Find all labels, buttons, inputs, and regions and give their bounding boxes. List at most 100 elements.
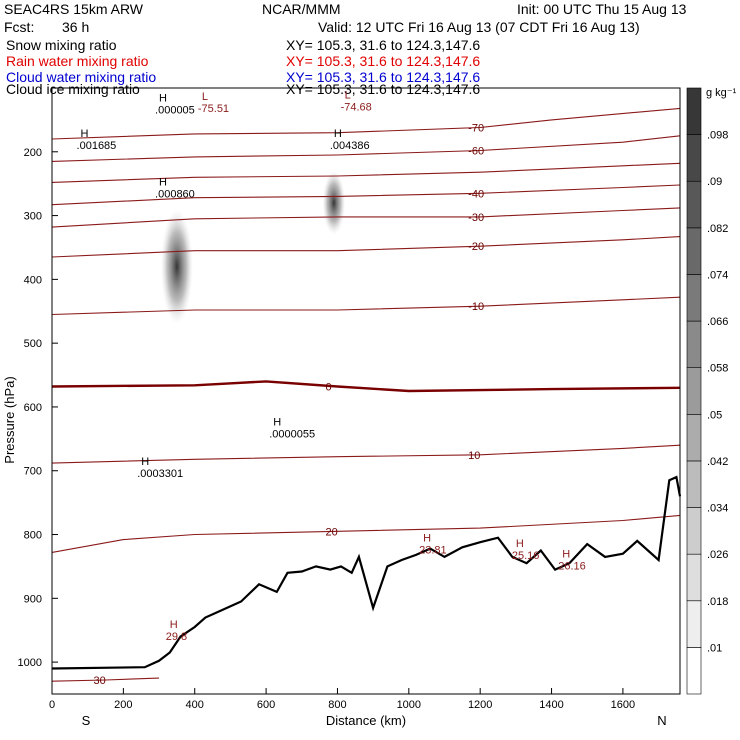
colorbar-cell-11 (686, 134, 702, 182)
contour-label-4: -30 (468, 212, 484, 224)
extremum-type-3: H (81, 128, 89, 140)
field-row-rain: Rain water mixing ratio XY= 105.3, 31.6 … (6, 53, 736, 70)
extremum-0: L-75.51 (198, 91, 229, 115)
colorbar-label-1: .018 (707, 596, 728, 608)
extremum-value-6: .0000055 (269, 429, 315, 441)
colorbar-cell-6 (686, 367, 702, 415)
mixing-ratio-shading-0 (160, 209, 193, 325)
colorbar-label-9: .082 (707, 223, 728, 235)
field-name: Cloud water mixing ratio (6, 69, 157, 85)
colorbar-label-7: .066 (707, 316, 728, 328)
x-end-label-left: S (82, 713, 91, 728)
colorbar-cell-8 (686, 274, 702, 322)
y-tick-label-6: 800 (24, 530, 42, 542)
terrain-line (51, 475, 682, 670)
valid-time: Valid: 12 UTC Fri 16 Aug 13 (07 CDT Fri … (318, 19, 640, 35)
field-row-cloud-water: Cloud water mixing ratio XY= 105.3, 31.6… (6, 69, 736, 86)
extremum-type-1: L (345, 89, 351, 101)
colorbar-cell-2 (686, 553, 702, 602)
extremum-value-8: 23.81 (419, 545, 447, 557)
extremum-value-4: .004386 (330, 140, 370, 152)
colorbar-cell-10 (686, 180, 702, 229)
colorbar-label-3: .034 (707, 503, 728, 515)
temperature-contour-8 (51, 444, 681, 464)
temperature-contour-10 (51, 677, 160, 682)
colorbar-label-11: .098 (707, 130, 728, 142)
extremum-value-10: 26.16 (558, 561, 586, 573)
temperature-contour-9 (51, 514, 681, 553)
extremum-type-5: H (159, 177, 167, 189)
extremum-value-1: -74.68 (341, 101, 372, 113)
extremum-type-7: H (141, 456, 149, 468)
y-tick-label-4: 600 (24, 402, 42, 414)
colorbar-label-10: .09 (707, 176, 722, 188)
x-tick-label-3: 600 (257, 699, 275, 711)
temperature-contour-2 (51, 162, 681, 183)
field-xy: XY= 105.3, 31.6 to 124.3,147.6 (286, 69, 481, 85)
contour-label-9: 20 (325, 526, 337, 538)
colorbar-cell-7 (686, 320, 702, 368)
x-axis-label: Distance (km) (326, 713, 406, 728)
colorbar-label-5: .05 (707, 409, 722, 421)
field-name: Rain water mixing ratio (6, 53, 149, 69)
extremum-6: H.0000055 (269, 417, 315, 441)
extremum-type-9: H (516, 538, 524, 550)
field-row-snow: Snow mixing ratio XY= 105.3, 31.6 to 124… (6, 37, 736, 54)
x-tick-label-0: 0 (49, 699, 55, 711)
x-tick-label-1: 200 (114, 699, 132, 711)
model-title: SEAC4RS 15km ARW (4, 1, 144, 17)
extremum-type-2: H (159, 93, 167, 105)
org-title: NCAR/MMM (262, 1, 341, 17)
extremum-type-11: H (170, 619, 178, 631)
extremum-value-5: .000860 (155, 189, 195, 201)
extremum-1: L-74.68 (341, 89, 372, 113)
colorbar-label-4: .042 (707, 456, 728, 468)
x-tick-label-4: 800 (328, 699, 346, 711)
mixing-ratio-shading-1 (322, 170, 346, 235)
fcst-label: Fcst: (4, 19, 35, 35)
colorbar-cell-12 (686, 87, 702, 135)
field-xy: XY= 105.3, 31.6 to 124.3,147.6 (286, 53, 481, 69)
extremum-type-8: H (423, 533, 431, 545)
colorbar-label-8: .074 (707, 269, 728, 281)
extremum-10: H26.16 (558, 549, 586, 573)
field-name: Snow mixing ratio (6, 37, 117, 53)
extremum-value-7: .0003301 (137, 468, 183, 480)
extremum-5: H.000860 (155, 177, 195, 201)
colorbar-cell-5 (686, 414, 702, 462)
x-tick-label-5: 1000 (397, 699, 421, 711)
temperature-contour-3 (51, 184, 681, 206)
colorbar-unit: g kg⁻¹ (706, 87, 737, 99)
y-tick-label-8: 1000 (18, 657, 42, 669)
field-name: Cloud ice mixing ratio (6, 81, 140, 97)
contour-label-10: 30 (94, 675, 106, 687)
temperature-contour-7 (51, 380, 681, 393)
field-row-cloud-ice: Cloud ice mixing ratio XY= 105.3, 31.6 t… (6, 81, 736, 98)
extremum-9: H25.16 (512, 538, 540, 562)
plot-frame (51, 87, 681, 695)
extremum-type-4: H (334, 128, 342, 140)
x-tick-label-7: 1400 (539, 699, 563, 711)
extremum-type-6: H (273, 417, 281, 429)
colorbar-label-0: .01 (707, 642, 722, 654)
y-axis-label: Pressure (hPa) (2, 376, 17, 463)
extremum-value-3: .001685 (77, 140, 117, 152)
colorbar-cell-9 (686, 227, 702, 275)
extremum-type-10: H (562, 549, 570, 561)
x-tick-label-8: 1600 (611, 699, 635, 711)
extremum-3: H.001685 (77, 128, 117, 152)
contour-label-1: -60 (468, 146, 484, 158)
extremum-4: H.004386 (330, 128, 370, 152)
contour-label-0: -70 (468, 123, 484, 135)
temperature-contour-6 (51, 296, 681, 316)
colorbar-cell-1 (686, 600, 702, 648)
contour-label-8: 10 (468, 450, 480, 462)
colorbar-cell-3 (686, 507, 702, 555)
extremum-8: H23.81 (419, 533, 447, 557)
contour-label-5: -20 (468, 241, 484, 253)
extremum-type-0: L (202, 91, 208, 103)
header: SEAC4RS 15km ARW NCAR/MMM Init: 00 UTC T… (0, 0, 740, 98)
y-tick-label-5: 700 (24, 466, 42, 478)
